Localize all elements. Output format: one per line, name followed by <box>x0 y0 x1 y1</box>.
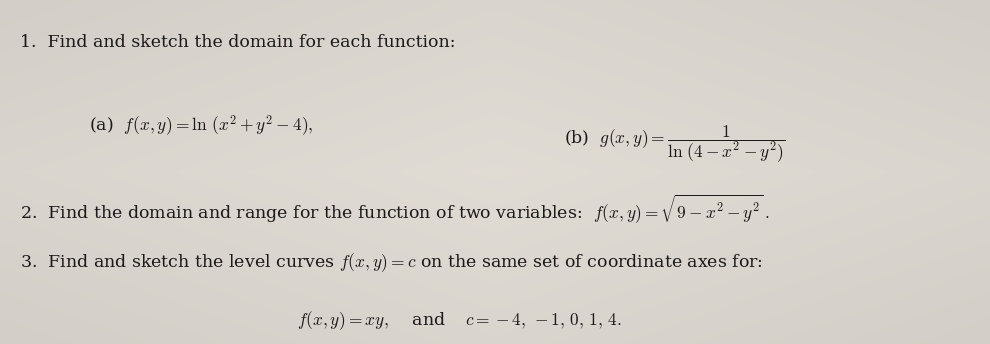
Text: $f(x,y) = xy,\quad$ and $\quad c = -4,\,-1,\,0,\,1,\,4.$: $f(x,y) = xy,\quad$ and $\quad c = -4,\,… <box>297 310 622 332</box>
Text: 3.  Find and sketch the level curves $f(x,y) = c$ on the same set of coordinate : 3. Find and sketch the level curves $f(x… <box>20 251 762 274</box>
Text: (b)  $g(x,y) = \dfrac{1}{\ln\,(4 - x^2 - y^2)}$: (b) $g(x,y) = \dfrac{1}{\ln\,(4 - x^2 - … <box>564 124 786 165</box>
Text: (a)  $f(x,y) = \ln\,(x^2 + y^2 - 4),$: (a) $f(x,y) = \ln\,(x^2 + y^2 - 4),$ <box>89 114 314 139</box>
Text: 1.  Find and sketch the domain for each function:: 1. Find and sketch the domain for each f… <box>20 34 455 51</box>
Text: 2.  Find the domain and range for the function of two variables:  $f(x,y) = \sqr: 2. Find the domain and range for the fun… <box>20 193 769 225</box>
